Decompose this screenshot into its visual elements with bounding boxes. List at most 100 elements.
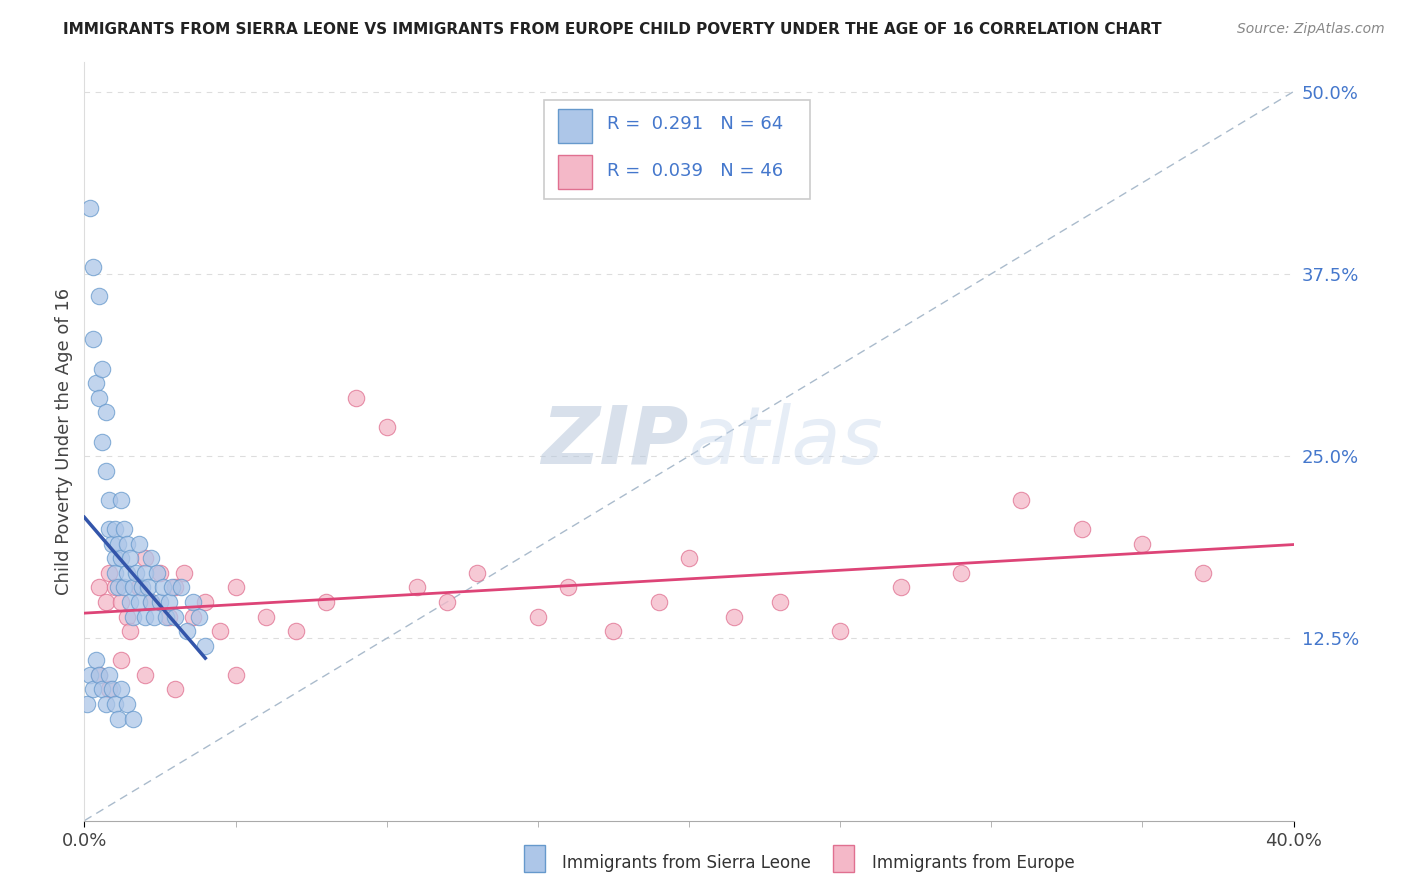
Point bbox=[134, 668, 156, 682]
Point bbox=[115, 566, 138, 580]
Point bbox=[139, 551, 162, 566]
Point bbox=[157, 609, 180, 624]
Point bbox=[315, 595, 337, 609]
FancyBboxPatch shape bbox=[558, 155, 592, 189]
Point bbox=[139, 595, 162, 609]
Point bbox=[1011, 492, 1033, 507]
Point bbox=[104, 522, 127, 536]
Point bbox=[128, 536, 150, 550]
Point bbox=[118, 595, 141, 609]
Point bbox=[181, 595, 204, 609]
Point bbox=[128, 595, 150, 609]
Point bbox=[104, 697, 127, 711]
Point bbox=[121, 609, 143, 624]
Point bbox=[89, 391, 111, 405]
Text: Source: ZipAtlas.com: Source: ZipAtlas.com bbox=[1237, 22, 1385, 37]
Point bbox=[152, 580, 174, 594]
Point bbox=[142, 609, 165, 624]
Point bbox=[1130, 536, 1153, 550]
Text: Immigrants from Sierra Leone: Immigrants from Sierra Leone bbox=[562, 855, 811, 872]
Point bbox=[830, 624, 852, 639]
Point bbox=[91, 361, 114, 376]
Point bbox=[100, 536, 122, 550]
Point bbox=[285, 624, 308, 639]
Text: atlas: atlas bbox=[689, 402, 884, 481]
Point bbox=[104, 551, 127, 566]
Point bbox=[97, 492, 120, 507]
Text: ZIP: ZIP bbox=[541, 402, 689, 481]
Y-axis label: Child Poverty Under the Age of 16: Child Poverty Under the Age of 16 bbox=[55, 288, 73, 595]
FancyBboxPatch shape bbox=[558, 109, 592, 143]
Point bbox=[209, 624, 232, 639]
Point bbox=[89, 668, 111, 682]
Point bbox=[160, 580, 183, 594]
Point bbox=[89, 289, 111, 303]
Point bbox=[86, 376, 108, 391]
Point bbox=[181, 609, 204, 624]
Text: R =  0.291   N = 64: R = 0.291 N = 64 bbox=[607, 115, 783, 134]
Point bbox=[149, 595, 172, 609]
Point bbox=[94, 697, 117, 711]
Point bbox=[890, 580, 912, 594]
Point bbox=[118, 551, 141, 566]
Point bbox=[602, 624, 624, 639]
Point bbox=[950, 566, 973, 580]
Point bbox=[100, 682, 122, 697]
Point bbox=[346, 391, 368, 405]
Point bbox=[104, 580, 127, 594]
Point bbox=[436, 595, 458, 609]
Point bbox=[110, 682, 132, 697]
Point bbox=[134, 566, 156, 580]
Point bbox=[173, 566, 195, 580]
Point bbox=[79, 201, 101, 215]
Point bbox=[86, 653, 108, 667]
Point bbox=[723, 609, 745, 624]
Point bbox=[225, 668, 247, 682]
Point bbox=[678, 551, 700, 566]
Point bbox=[110, 595, 132, 609]
Point bbox=[375, 420, 398, 434]
Point bbox=[225, 580, 247, 594]
Point bbox=[82, 260, 104, 274]
Point bbox=[557, 580, 579, 594]
Point bbox=[115, 536, 138, 550]
Point bbox=[91, 434, 114, 449]
Point bbox=[76, 697, 98, 711]
Point bbox=[97, 682, 120, 697]
Point bbox=[769, 595, 792, 609]
Point bbox=[157, 595, 180, 609]
Point bbox=[194, 595, 217, 609]
Point bbox=[134, 609, 156, 624]
Point bbox=[110, 653, 132, 667]
Point bbox=[467, 566, 489, 580]
Point bbox=[149, 566, 172, 580]
FancyBboxPatch shape bbox=[544, 101, 810, 199]
Point bbox=[1071, 522, 1094, 536]
Point bbox=[406, 580, 429, 594]
Point bbox=[1192, 566, 1215, 580]
Point bbox=[155, 609, 177, 624]
Point bbox=[121, 712, 143, 726]
Point bbox=[110, 551, 132, 566]
Point bbox=[104, 566, 127, 580]
Point bbox=[110, 492, 132, 507]
Point bbox=[188, 609, 211, 624]
Point bbox=[128, 580, 150, 594]
Point bbox=[89, 668, 111, 682]
Point bbox=[527, 609, 550, 624]
Point bbox=[139, 595, 162, 609]
Point bbox=[121, 580, 143, 594]
Text: Immigrants from Europe: Immigrants from Europe bbox=[872, 855, 1074, 872]
Point bbox=[97, 522, 120, 536]
Point bbox=[94, 595, 117, 609]
Point bbox=[115, 697, 138, 711]
Point bbox=[125, 566, 148, 580]
Point bbox=[165, 682, 187, 697]
Point bbox=[91, 682, 114, 697]
Point bbox=[94, 405, 117, 419]
Point bbox=[112, 522, 135, 536]
Point bbox=[107, 580, 129, 594]
Point bbox=[89, 580, 111, 594]
Point bbox=[118, 624, 141, 639]
Point bbox=[194, 639, 217, 653]
